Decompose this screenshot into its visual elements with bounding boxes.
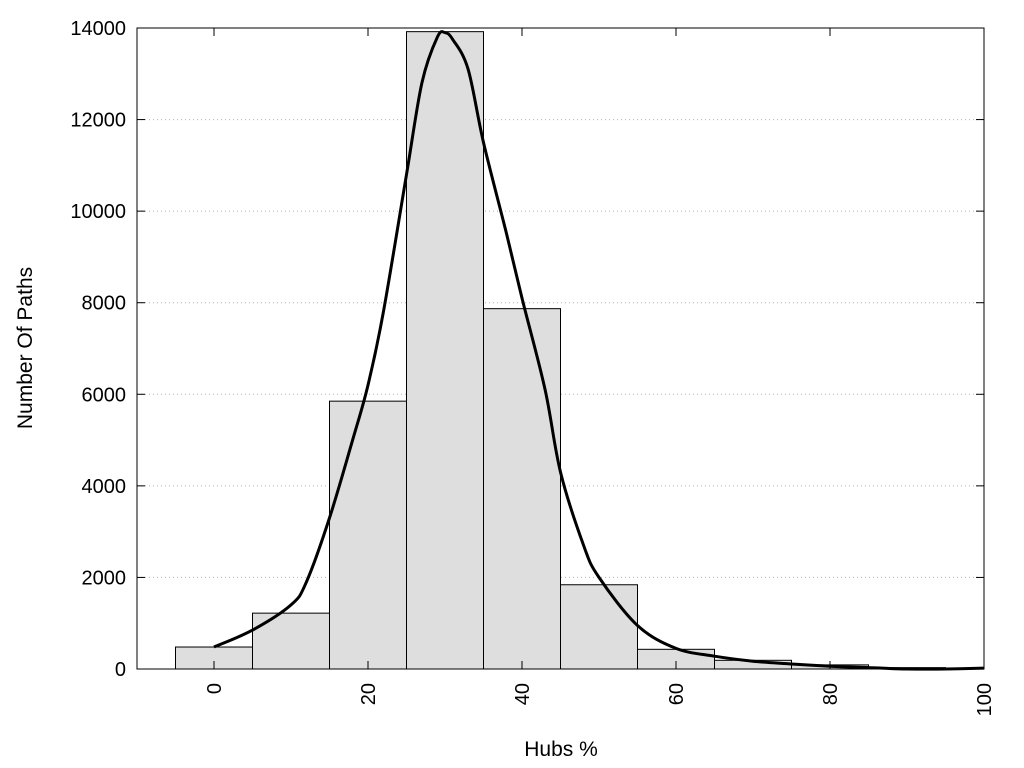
x-tick-label: 100 (974, 683, 996, 716)
x-tick-label: 40 (512, 683, 534, 705)
y-tick-label: 6000 (82, 384, 127, 406)
x-tick-label: 20 (358, 683, 380, 705)
histogram-bar (329, 400, 407, 670)
y-tick-label: 4000 (82, 476, 127, 498)
x-axis-title: Hubs % (524, 738, 598, 761)
y-tick-label: 0 (115, 659, 126, 681)
y-tick-label: 8000 (82, 293, 127, 315)
y-tick-label: 10000 (70, 201, 126, 223)
histogram-bar (483, 308, 561, 670)
x-tick-label: 80 (820, 683, 842, 705)
histogram-bar (560, 584, 638, 670)
plot-frame (136, 27, 985, 670)
y-axis-title: Number Of Paths (14, 267, 37, 429)
y-tick-label: 2000 (82, 567, 127, 589)
x-tick-label: 0 (204, 683, 226, 694)
y-tick-label: 14000 (70, 18, 126, 40)
y-axis-ticks: 0 2000 4000 6000 8000 10000 12000 14000 (70, 18, 984, 681)
x-tick-label: 60 (666, 683, 688, 705)
histogram-bars (175, 31, 946, 670)
x-axis-ticks: 0 20 40 60 80 100 (204, 28, 996, 716)
y-tick-label: 12000 (70, 110, 126, 132)
histogram-bar (252, 612, 330, 670)
histogram-bar (406, 31, 484, 670)
density-curve (213, 30, 985, 671)
